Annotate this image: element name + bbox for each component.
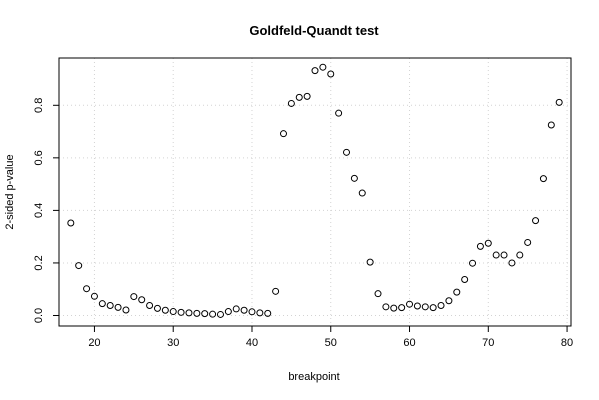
x-tick-label: 50 [325, 337, 337, 349]
y-tick-label: 0.6 [33, 150, 45, 165]
data-point [161, 306, 169, 314]
data-point [547, 121, 555, 129]
data-point [90, 292, 98, 300]
data-point [437, 302, 445, 310]
x-tick-label: 30 [167, 337, 179, 349]
plot-frame [58, 57, 572, 327]
data-point [264, 309, 272, 317]
data-point [209, 310, 217, 318]
data-point [374, 290, 382, 298]
data-point [122, 306, 130, 314]
data-point [106, 302, 114, 310]
data-point [421, 303, 429, 311]
data-point [146, 302, 154, 310]
data-point [406, 300, 414, 308]
data-point [390, 304, 398, 312]
data-point [469, 259, 477, 267]
data-point [382, 303, 390, 311]
data-point [295, 93, 303, 101]
data-point [453, 288, 461, 296]
data-point [343, 148, 351, 156]
y-tick-label: 0.4 [33, 203, 45, 218]
x-axis: 20 30 40 50 60 70 80 [88, 325, 573, 349]
data-point [476, 242, 484, 250]
data-point [232, 305, 240, 313]
y-axis-label: 2-sided p-value [4, 154, 16, 229]
data-point [177, 308, 185, 316]
data-point [500, 251, 508, 259]
data-point [240, 306, 248, 314]
data-point [256, 309, 264, 317]
data-point [303, 92, 311, 100]
data-point [532, 217, 540, 225]
data-point [98, 300, 106, 308]
data-point [508, 259, 516, 267]
data-point [350, 174, 358, 182]
grid-lines [59, 58, 571, 326]
data-point [248, 308, 256, 316]
data-point [216, 310, 224, 318]
data-point [287, 99, 295, 107]
data-point [185, 309, 193, 317]
data-point [358, 189, 366, 197]
x-tick-label: 20 [88, 337, 100, 349]
data-point [279, 130, 287, 138]
data-point [516, 251, 524, 259]
data-point [461, 275, 469, 283]
data-point [492, 251, 500, 259]
data-point [67, 219, 75, 227]
data-point [319, 63, 327, 71]
data-point [413, 302, 421, 310]
data-point [75, 262, 83, 270]
data-point [114, 303, 122, 311]
data-point [138, 296, 146, 304]
data-point [335, 109, 343, 117]
data-point [272, 287, 280, 295]
data-point [445, 297, 453, 305]
data-point [327, 70, 335, 78]
x-axis-label: breakpoint [288, 371, 339, 383]
data-point [224, 308, 232, 316]
data-point [555, 98, 563, 106]
chart-title: Goldfeld-Quandt test [249, 23, 379, 38]
y-tick-label: 0.0 [33, 308, 45, 323]
data-point [83, 285, 91, 293]
data-point [539, 175, 547, 183]
data-point [311, 67, 319, 75]
data-point [201, 310, 209, 318]
data-point [153, 304, 161, 312]
data-point [429, 304, 437, 312]
x-tick-label: 70 [482, 337, 494, 349]
data-point [484, 239, 492, 247]
data-point [398, 304, 406, 312]
y-tick-label: 0.2 [33, 255, 45, 270]
data-point [193, 309, 201, 317]
y-tick-label: 0.8 [33, 98, 45, 113]
data-point [524, 238, 532, 246]
data-point [130, 293, 138, 301]
x-tick-label: 80 [561, 337, 573, 349]
x-tick-label: 40 [246, 337, 258, 349]
data-point [366, 258, 374, 266]
x-tick-label: 60 [403, 337, 415, 349]
y-axis: 0.0 0.2 0.4 0.6 0.8 [33, 98, 60, 323]
data-points [67, 63, 563, 318]
data-point [169, 308, 177, 316]
